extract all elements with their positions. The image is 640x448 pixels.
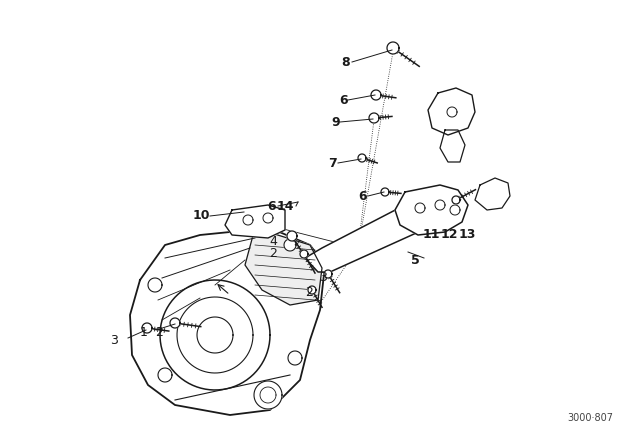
Polygon shape [284,239,296,251]
Polygon shape [308,286,316,294]
Text: 9: 9 [332,116,340,129]
Polygon shape [415,203,425,213]
Polygon shape [254,381,282,409]
Polygon shape [475,178,510,210]
Polygon shape [287,231,297,241]
Text: 6: 6 [358,190,367,202]
Polygon shape [170,318,180,328]
Polygon shape [148,278,162,292]
Text: 2: 2 [155,326,163,339]
Polygon shape [158,368,172,382]
Polygon shape [395,185,468,235]
Polygon shape [225,205,285,238]
Polygon shape [358,154,366,162]
Polygon shape [142,323,152,333]
Polygon shape [447,107,457,117]
Text: 3: 3 [110,333,118,346]
Text: 1: 1 [140,326,148,339]
Text: 11: 11 [422,228,440,241]
Polygon shape [450,205,460,215]
Polygon shape [245,228,322,305]
Polygon shape [300,250,308,258]
Text: 2: 2 [269,246,277,259]
Polygon shape [381,188,389,196]
Polygon shape [435,200,445,210]
Text: 6: 6 [339,94,348,107]
Polygon shape [452,196,460,204]
Polygon shape [369,113,379,123]
Text: 10: 10 [193,208,210,221]
Text: 14: 14 [276,199,294,212]
Text: 6: 6 [268,199,276,212]
Polygon shape [387,42,399,54]
Text: 3000·807: 3000·807 [567,413,613,423]
Text: 3: 3 [319,271,327,284]
Polygon shape [428,88,475,135]
Polygon shape [160,280,270,390]
Polygon shape [263,213,273,223]
Polygon shape [324,270,332,278]
Text: 4: 4 [269,234,277,247]
Polygon shape [288,351,302,365]
Polygon shape [197,317,233,353]
Text: 8: 8 [341,56,350,69]
Text: 7: 7 [328,156,337,169]
Polygon shape [130,228,325,415]
Polygon shape [243,215,253,225]
Text: 12: 12 [440,228,458,241]
Text: 13: 13 [459,228,476,241]
Polygon shape [305,192,445,272]
Text: 5: 5 [412,254,420,267]
Polygon shape [440,130,465,162]
Text: 2: 2 [305,285,313,298]
Polygon shape [371,90,381,100]
